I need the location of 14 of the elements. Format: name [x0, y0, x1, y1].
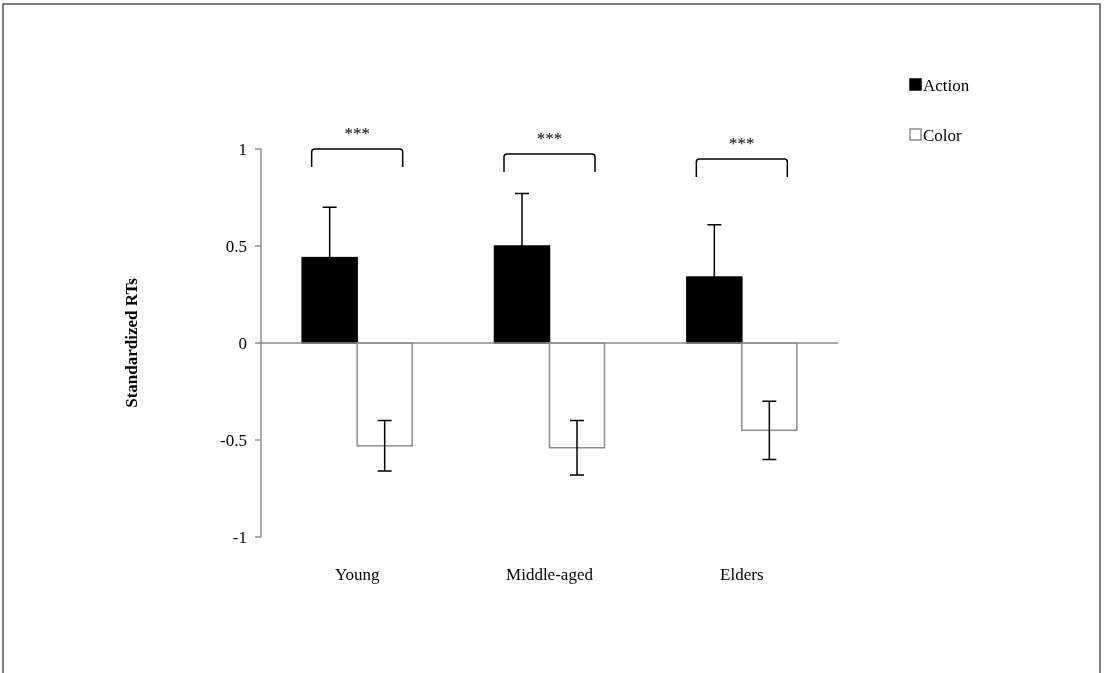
y-axis-title: Standardized RTs: [122, 277, 141, 408]
x-tick-label: Young: [334, 565, 380, 584]
legend-label: Color: [923, 125, 963, 145]
x-tick-label: Elders: [720, 565, 764, 584]
y-tick-label: 0: [238, 333, 247, 353]
x-tick-label: Middle-aged: [506, 565, 594, 584]
text: ***: [344, 124, 370, 143]
y-tick-label: 1: [238, 139, 247, 159]
y-tick-label: -0.5: [220, 430, 247, 450]
annotation: ***: [729, 134, 755, 153]
legend-label: Action: [923, 75, 970, 95]
y-tick-label: -1: [232, 527, 247, 547]
y-tick-label: 0.5: [225, 236, 247, 256]
text: ***: [536, 129, 563, 148]
